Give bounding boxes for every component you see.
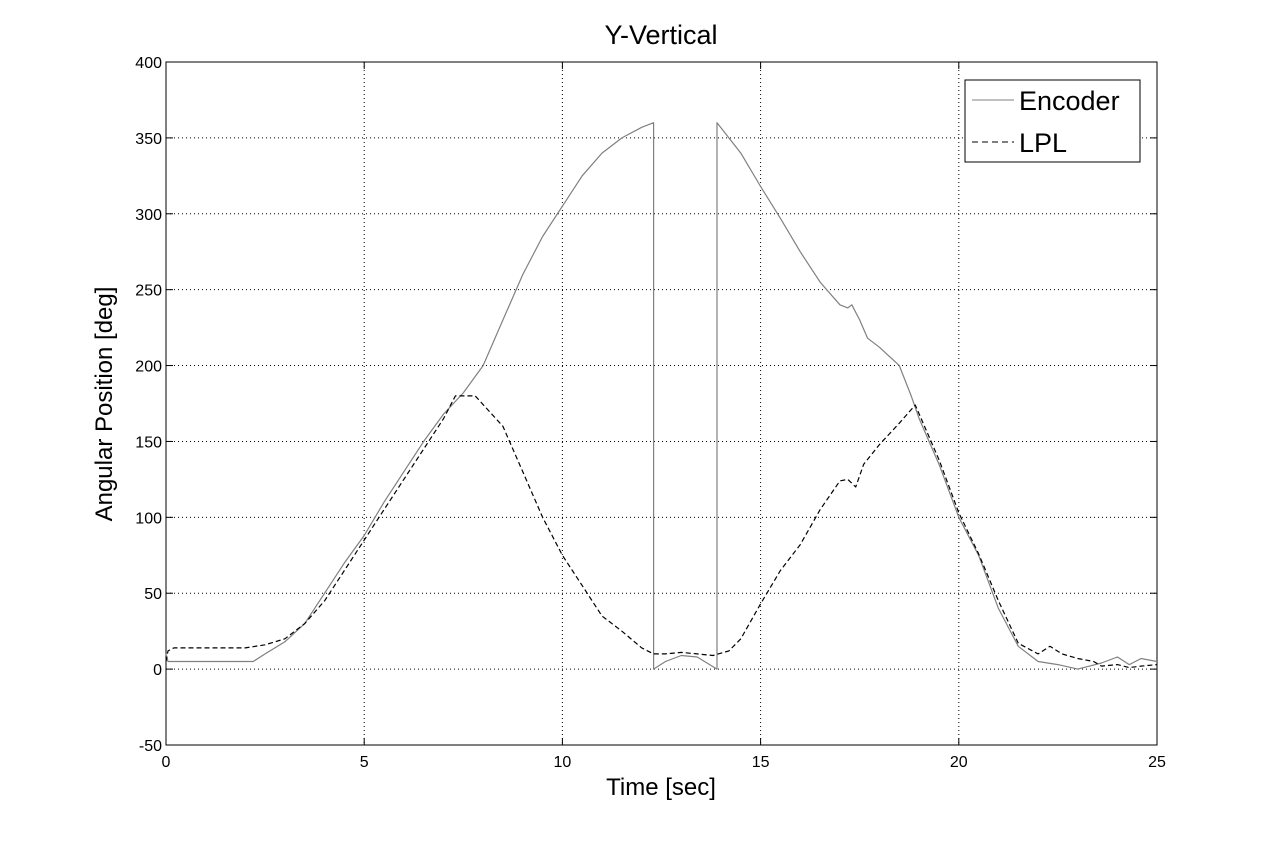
chart-title: Y-Vertical: [604, 20, 717, 50]
x-axis-title: Time [sec]: [606, 774, 716, 801]
legend-label-lpl: LPL: [1019, 128, 1067, 158]
y-axis-title: Angular Position [deg]: [91, 287, 118, 522]
y-tick-label: 200: [135, 359, 162, 376]
plot-area-frame: [165, 61, 1158, 746]
series-line-encoder: [165, 122, 1158, 670]
y-tick-label: 300: [135, 207, 162, 224]
y-tick-label: 350: [135, 131, 162, 148]
series-line-lpl: [165, 395, 1158, 669]
y-tick-label: 400: [135, 55, 162, 72]
x-tick-label: 15: [752, 754, 770, 771]
y-tick-label: 150: [135, 434, 162, 451]
x-tick-label: 5: [360, 754, 369, 771]
legend-label-encoder: Encoder: [1019, 86, 1120, 116]
y-tick-label: 250: [135, 283, 162, 300]
x-tick-label: 0: [162, 754, 171, 771]
y-tick-label: -50: [139, 738, 162, 755]
x-tick-label: 20: [950, 754, 968, 771]
legend: Encoder LPL: [964, 79, 1141, 163]
legend-box: [964, 79, 1141, 163]
y-tick-label: 50: [144, 586, 162, 603]
x-tick-label: 25: [1148, 754, 1166, 771]
series-lines: [165, 122, 1158, 670]
x-tick-label: 10: [554, 754, 572, 771]
grid-lines: [166, 62, 1157, 745]
y-tick-label: 0: [153, 662, 162, 679]
y-tick-label: 100: [135, 510, 162, 527]
